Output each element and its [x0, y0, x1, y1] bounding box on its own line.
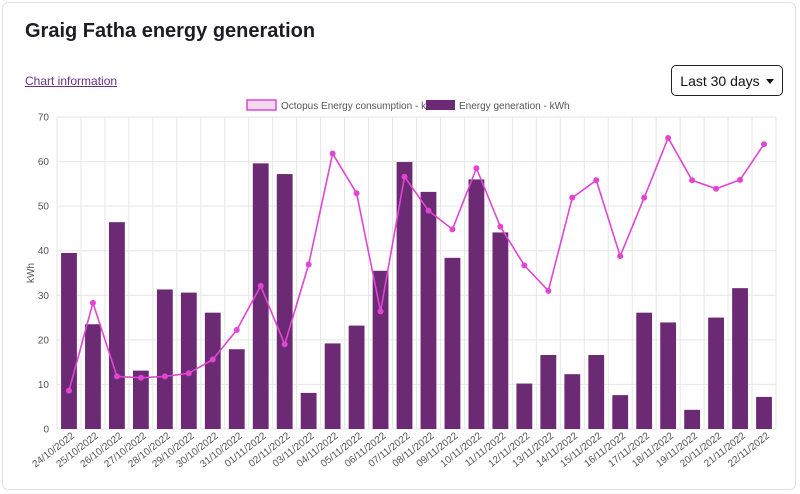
- consumption-point[interactable]: [425, 207, 432, 214]
- generation-bar[interactable]: [109, 222, 125, 429]
- generation-bar[interactable]: [444, 257, 461, 429]
- y-tick-label: 40: [38, 246, 50, 257]
- generation-bar[interactable]: [85, 324, 101, 429]
- caret-down-icon: [765, 78, 774, 84]
- generation-bar[interactable]: [492, 232, 509, 429]
- generation-bars: [61, 162, 772, 429]
- y-tick-label: 70: [38, 113, 50, 124]
- consumption-point[interactable]: [89, 299, 96, 306]
- consumption-point[interactable]: [665, 134, 672, 141]
- generation-bar[interactable]: [204, 312, 221, 429]
- generation-bar[interactable]: [588, 355, 605, 429]
- consumption-point[interactable]: [65, 387, 72, 394]
- generation-bar[interactable]: [684, 409, 701, 429]
- page-title: Graig Fatha energy generation: [25, 20, 316, 42]
- generation-bar[interactable]: [516, 383, 533, 429]
- consumption-point[interactable]: [233, 327, 240, 334]
- consumption-point[interactable]: [545, 287, 552, 294]
- legend-generation-label[interactable]: Energy generation - kWh: [459, 101, 570, 112]
- generation-bar[interactable]: [276, 174, 293, 429]
- consumption-point[interactable]: [593, 177, 600, 184]
- consumption-point[interactable]: [617, 253, 624, 260]
- y-axis-label: kWh: [26, 263, 37, 283]
- y-tick-label: 10: [38, 380, 50, 391]
- consumption-line-path: [68, 136, 765, 391]
- generation-bar[interactable]: [348, 325, 365, 429]
- generation-bar[interactable]: [396, 162, 413, 429]
- legend-consumption-swatch[interactable]: [246, 99, 277, 111]
- consumption-point[interactable]: [377, 308, 384, 315]
- y-tick-label: 50: [38, 202, 50, 213]
- consumption-point[interactable]: [713, 185, 720, 192]
- consumption-point[interactable]: [137, 374, 144, 381]
- date-range-dropdown[interactable]: Last 30 days: [671, 65, 783, 96]
- consumption-point[interactable]: [257, 282, 264, 289]
- consumption-point[interactable]: [689, 177, 696, 184]
- generation-bar[interactable]: [300, 392, 317, 429]
- generation-bar[interactable]: [324, 343, 341, 429]
- consumption-point[interactable]: [401, 173, 408, 180]
- generation-bar[interactable]: [612, 395, 629, 429]
- consumption-point[interactable]: [281, 341, 288, 348]
- generation-bar[interactable]: [468, 179, 485, 429]
- legend-consumption-label[interactable]: Octopus Energy consumption - kWh: [281, 101, 441, 112]
- legend-generation-swatch[interactable]: [426, 100, 455, 110]
- consumption-point[interactable]: [113, 373, 120, 380]
- y-tick-label: 30: [38, 291, 50, 302]
- legend[interactable]: Octopus Energy consumption - kWh Energy …: [246, 99, 570, 112]
- generation-bar[interactable]: [252, 163, 269, 429]
- y-tick-label: 0: [43, 425, 49, 436]
- generation-bar[interactable]: [156, 289, 173, 429]
- consumption-line: [65, 134, 768, 394]
- consumption-point[interactable]: [473, 165, 480, 172]
- chart-information-link[interactable]: Chart information: [25, 74, 118, 88]
- date-range-label: Last 30 days: [680, 72, 760, 89]
- consumption-point[interactable]: [209, 356, 216, 363]
- generation-bar[interactable]: [132, 370, 149, 429]
- generation-bar[interactable]: [564, 374, 581, 429]
- generation-bar[interactable]: [756, 396, 772, 429]
- consumption-point[interactable]: [737, 176, 744, 183]
- consumption-point[interactable]: [641, 194, 648, 201]
- consumption-point[interactable]: [305, 261, 312, 268]
- consumption-point[interactable]: [161, 373, 168, 380]
- generation-bar[interactable]: [420, 191, 437, 429]
- generation-bar[interactable]: [636, 312, 653, 429]
- consumption-point[interactable]: [329, 150, 336, 157]
- generation-bar[interactable]: [660, 322, 677, 429]
- consumption-point[interactable]: [185, 370, 192, 377]
- generation-bar[interactable]: [732, 288, 748, 429]
- generation-bar[interactable]: [540, 355, 557, 429]
- grid: [56, 116, 777, 430]
- generation-bar[interactable]: [708, 317, 724, 429]
- consumption-point[interactable]: [497, 223, 504, 230]
- consumption-point[interactable]: [521, 262, 528, 269]
- generation-bar[interactable]: [180, 292, 197, 429]
- y-tick-label: 20: [38, 335, 50, 346]
- y-tick-label: 60: [38, 157, 50, 168]
- consumption-point[interactable]: [569, 194, 576, 201]
- consumption-point[interactable]: [449, 226, 456, 233]
- consumption-point[interactable]: [761, 141, 768, 148]
- generation-bar[interactable]: [61, 252, 77, 429]
- generation-bar[interactable]: [372, 270, 389, 429]
- consumption-point[interactable]: [353, 190, 360, 197]
- generation-bar[interactable]: [228, 349, 245, 429]
